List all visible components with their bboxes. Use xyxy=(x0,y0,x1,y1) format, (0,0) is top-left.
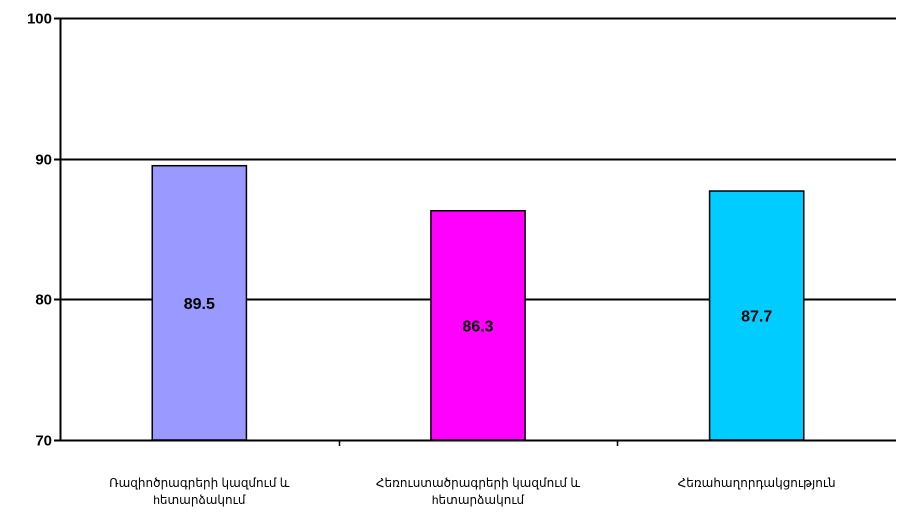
x-category-label: hետարձակում xyxy=(432,493,525,507)
y-tick-label: 70 xyxy=(35,433,52,450)
bar-3 xyxy=(708,190,805,441)
data-label-3: 87.7 xyxy=(741,309,772,326)
bar-1 xyxy=(151,164,248,441)
x-category-label: hետարձակում xyxy=(153,493,246,507)
y-tick-label: 90 xyxy=(35,152,52,169)
bars xyxy=(151,164,805,441)
labels: 70 80 90 100 89.5 Ռազիոծրագրերի կազմում և hետա… xyxy=(27,11,836,508)
data-label-2: 86.3 xyxy=(462,318,493,335)
x-category-label: Ռազիոծրագրերի կազմում և xyxy=(109,476,290,490)
y-tick-label: 80 xyxy=(35,292,52,309)
x-category-label: Հեռուստածրագրերի կազմում և xyxy=(376,476,580,490)
x-category-label: Հեռահաղորդակցություն xyxy=(678,476,836,490)
axes xyxy=(54,17,896,446)
y-tick-label: 100 xyxy=(27,11,52,28)
data-label-1: 89.5 xyxy=(184,296,215,313)
